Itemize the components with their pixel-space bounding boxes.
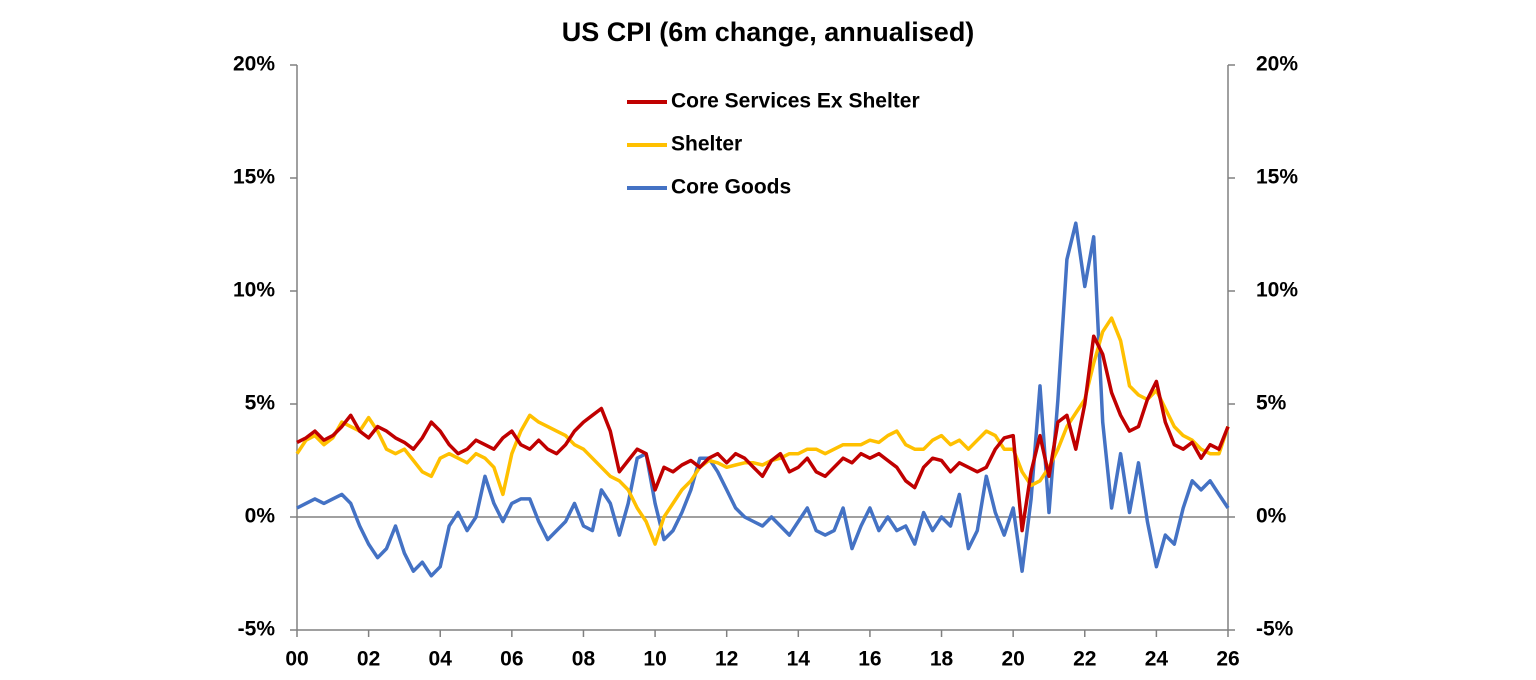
x-tick-label: 04 — [429, 648, 453, 671]
legend-label: Core Goods — [671, 176, 791, 199]
x-tick-label: 20 — [1001, 648, 1024, 671]
y-tick-label: 5% — [245, 392, 276, 415]
series-line — [296, 221, 1230, 578]
chart-title: US CPI (6m change, annualised) — [562, 17, 975, 47]
x-tick-label: 22 — [1073, 648, 1096, 671]
x-tick-label: 00 — [285, 648, 308, 671]
x-tick-label: 02 — [357, 648, 380, 671]
x-tick-label: 26 — [1216, 648, 1239, 671]
y-tick-label: -5% — [238, 618, 276, 641]
y-tick-label: 0% — [245, 505, 276, 528]
y2-tick-label: 10% — [1256, 279, 1298, 302]
x-tick-label: 10 — [643, 648, 666, 671]
y-tick-label: 15% — [233, 166, 275, 189]
series-line — [296, 334, 1230, 533]
y2-tick-label: 15% — [1256, 166, 1298, 189]
x-tick-label: 08 — [572, 648, 596, 671]
y-tick-label: 10% — [233, 279, 275, 302]
x-tick-label: 14 — [787, 648, 811, 671]
x-tick-label: 18 — [930, 648, 954, 671]
y2-tick-label: 5% — [1256, 392, 1287, 415]
y2-tick-label: 20% — [1256, 53, 1298, 76]
x-tick-label: 06 — [500, 648, 523, 671]
series-line — [295, 316, 1230, 546]
legend-label: Core Services Ex Shelter — [671, 90, 920, 113]
y-tick-label: 20% — [233, 53, 275, 76]
x-tick-label: 12 — [715, 648, 738, 671]
y2-tick-label: 0% — [1256, 505, 1287, 528]
legend-label: Shelter — [671, 133, 742, 156]
x-tick-label: 24 — [1145, 648, 1169, 671]
y2-tick-label: -5% — [1256, 618, 1294, 641]
x-tick-label: 16 — [858, 648, 881, 671]
